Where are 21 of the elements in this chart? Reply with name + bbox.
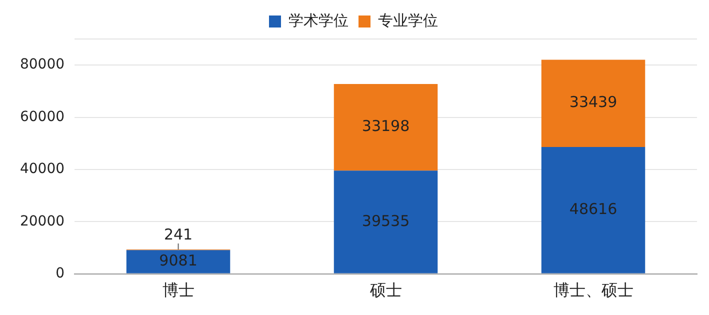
bar — [126, 250, 230, 274]
x-tick-label: 硕士 — [368, 280, 402, 300]
data-label: 39535 — [362, 212, 410, 230]
bar — [541, 146, 646, 274]
y-tick-label: 0 — [56, 265, 65, 282]
y-tick-label: 60000 — [20, 108, 65, 125]
legend-label: 专业学位 — [378, 11, 438, 30]
data-label: 9081 — [159, 252, 198, 270]
data-label: 48616 — [569, 200, 618, 218]
data-label: 33198 — [362, 117, 410, 136]
data-label: 33439 — [569, 93, 618, 112]
legend-label: 学术学位 — [288, 11, 348, 30]
x-tick-label: 博士、硕士 — [553, 280, 634, 300]
data-label: 241 — [164, 225, 193, 244]
y-tick-label: 20000 — [20, 213, 65, 230]
bar — [334, 170, 438, 274]
y-tick-label: 80000 — [20, 56, 65, 73]
x-tick-label: 博士 — [162, 280, 194, 300]
y-tick-label: 40000 — [20, 161, 65, 178]
bar — [541, 60, 646, 147]
bar — [334, 84, 438, 171]
